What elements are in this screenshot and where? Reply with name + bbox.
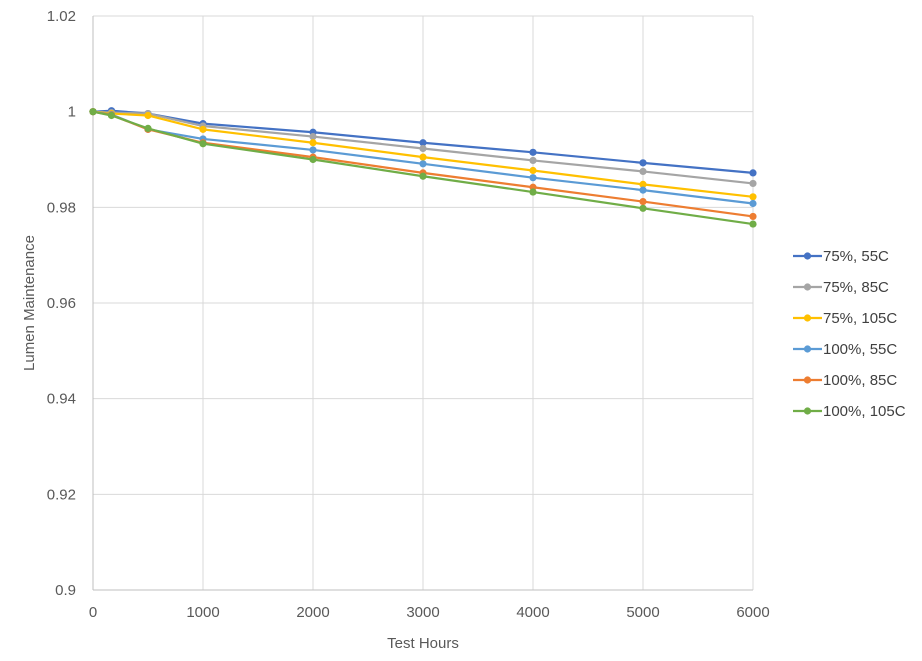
data-point — [309, 146, 317, 154]
x-tick-label: 2000 — [296, 604, 329, 621]
data-point — [107, 111, 116, 120]
data-point — [199, 125, 207, 133]
x-tick-label: 3000 — [406, 604, 439, 621]
legend-label: 75%, 105C — [823, 310, 897, 327]
series-5 — [89, 108, 757, 228]
data-point — [639, 180, 647, 188]
legend-item: 75%, 55C — [793, 248, 889, 265]
legend-item: 100%, 55C — [793, 341, 897, 358]
legend-item: 100%, 85C — [793, 372, 897, 389]
legend-marker — [803, 407, 812, 415]
y-axis-title: Lumen Maintenance — [21, 235, 38, 371]
y-tick-label: 0.92 — [47, 486, 76, 503]
data-point — [309, 155, 317, 164]
series-lines — [89, 107, 757, 228]
legend-marker — [803, 376, 812, 384]
data-point — [749, 199, 757, 208]
data-point — [639, 204, 647, 212]
data-point — [309, 132, 317, 141]
data-point — [639, 159, 647, 167]
data-point — [529, 188, 537, 196]
y-tick-label: 0.9 — [55, 582, 76, 599]
y-tick-label: 0.98 — [47, 199, 76, 216]
x-tick-label: 6000 — [736, 604, 769, 621]
data-point — [309, 139, 317, 147]
legend-marker — [803, 252, 812, 260]
data-point — [639, 197, 647, 206]
x-tick-label: 5000 — [626, 604, 659, 621]
data-point — [529, 174, 537, 182]
data-point — [749, 169, 757, 177]
legend-label: 75%, 85C — [823, 279, 889, 296]
x-tick-label: 1000 — [186, 604, 219, 621]
legend-item: 75%, 85C — [793, 279, 889, 296]
data-point — [419, 172, 427, 180]
legend-item: 100%, 105C — [793, 403, 906, 420]
x-axis-ticks: 0 1000 2000 3000 4000 5000 6000 — [89, 604, 770, 621]
legend-marker — [803, 345, 812, 353]
x-tick-label: 4000 — [516, 604, 549, 621]
data-point — [89, 108, 97, 116]
data-point — [749, 179, 757, 188]
data-point — [529, 148, 537, 156]
legend-label: 75%, 55C — [823, 248, 889, 265]
data-point — [749, 220, 757, 228]
data-point — [749, 193, 757, 201]
y-tick-label: 0.96 — [47, 295, 76, 312]
y-tick-label: 1.02 — [47, 8, 76, 25]
x-axis-title: Test Hours — [387, 635, 459, 652]
data-point — [529, 156, 537, 165]
data-point — [419, 153, 427, 161]
data-point — [639, 186, 647, 194]
legend-label: 100%, 55C — [823, 341, 897, 358]
legend-label: 100%, 105C — [823, 403, 906, 420]
data-point — [639, 167, 647, 176]
data-point — [419, 139, 427, 147]
data-point — [419, 160, 427, 168]
legend-marker — [803, 314, 812, 322]
legend-label: 100%, 85C — [823, 372, 897, 389]
data-point — [419, 144, 427, 153]
data-point — [749, 212, 757, 221]
data-point — [199, 140, 207, 148]
data-point — [529, 166, 537, 175]
legend: 75%, 55C 75%, 85C 75%, 105C 100%, 55C 100%, … — [793, 248, 906, 420]
y-tick-label: 1 — [68, 104, 76, 121]
data-point — [144, 124, 152, 133]
grid-lines — [92, 15, 754, 591]
legend-marker — [803, 283, 812, 291]
x-tick-label: 0 — [89, 604, 97, 621]
y-axis-ticks: 0.9 0.92 0.94 0.96 0.98 1 1.02 — [47, 8, 76, 599]
legend-item: 75%, 105C — [793, 310, 897, 327]
data-point — [144, 111, 152, 120]
y-tick-label: 0.94 — [47, 391, 76, 408]
